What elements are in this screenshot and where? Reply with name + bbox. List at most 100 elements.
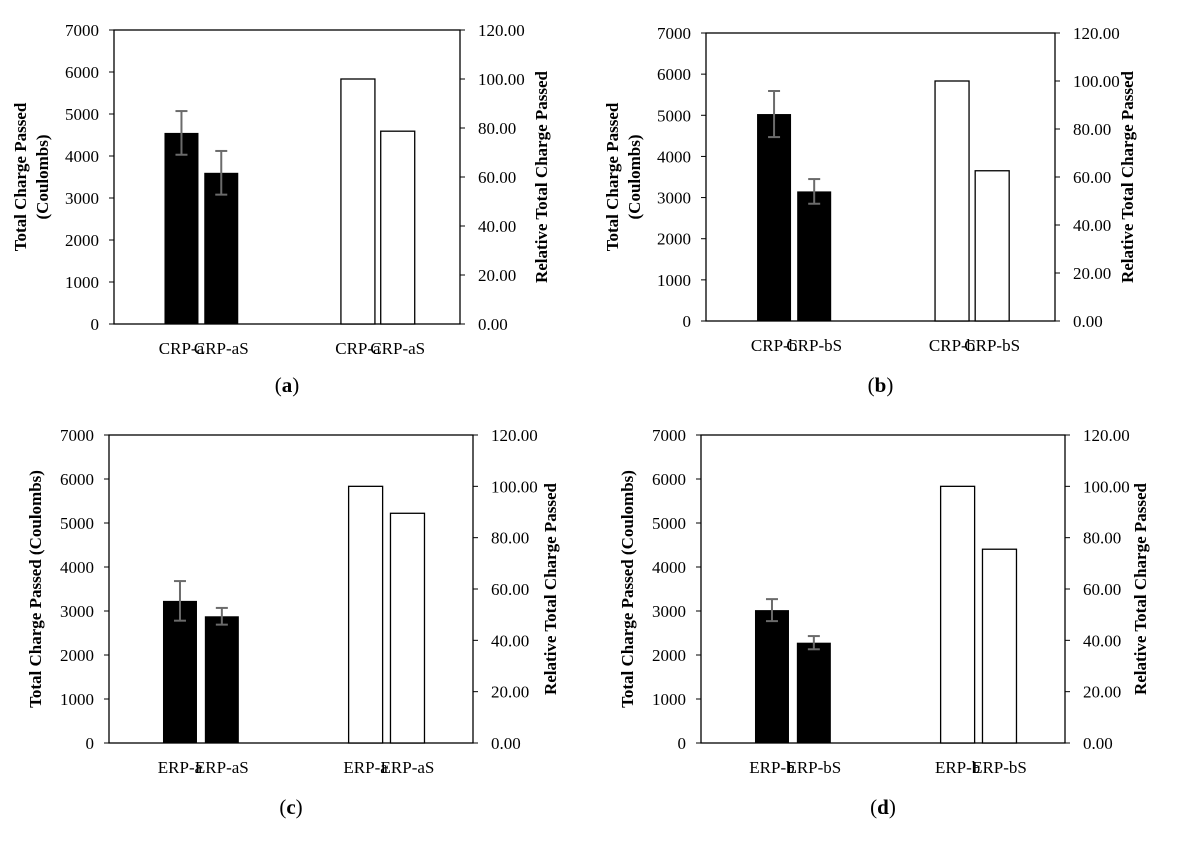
y2-tick-label: 100.00: [1083, 477, 1130, 496]
bar-relative-charge: [389, 512, 426, 744]
y2-tick-label: 60.00: [1083, 580, 1121, 599]
y-axis-title: Total Charge Passed (Coulombs): [26, 470, 45, 708]
bar-relative-charge: [974, 170, 1010, 322]
panel-caption: (d): [870, 795, 896, 819]
y2-tick-label: 0.00: [491, 734, 521, 753]
bar-relative-charge: [934, 80, 970, 322]
y-tick-label: 7000: [652, 426, 686, 445]
y-tick-label: 1000: [652, 690, 686, 709]
category-label: ERP-aS: [381, 758, 435, 777]
bar-relative-charge: [380, 130, 416, 325]
category-label: ERP-bS: [786, 758, 841, 777]
category-label: CRP-bS: [964, 336, 1020, 355]
chart-panel-d: 0 1000 2000 3000 4000 5000 6000 7000 0.00 20.00 40…: [618, 426, 1150, 819]
category-label: CRP-a: [159, 339, 205, 358]
y2-axis-title: Relative Total Charge Passed: [1118, 70, 1137, 283]
y2-tick-label: 100.00: [1073, 72, 1120, 91]
y2-axis-title: Relative Total Charge Passed: [541, 482, 560, 695]
y2-tick-label: 20.00: [478, 266, 516, 285]
y2-axis-title: Relative Total Charge Passed: [1131, 482, 1150, 695]
y2-tick-label: 40.00: [1083, 631, 1121, 650]
panel-caption: (b): [868, 373, 894, 397]
y-tick-label: 1000: [657, 271, 691, 290]
y-tick-label: 5000: [65, 105, 99, 124]
y2-tick-label: 20.00: [1083, 683, 1121, 702]
y2-tick-label: 120.00: [1073, 24, 1120, 43]
chart-panel-c: 0 1000 2000 3000 4000 5000 6000 7000 0.00 20.00 40…: [26, 426, 560, 819]
category-label: CRP-aS: [194, 339, 249, 358]
category-label: CRP-bS: [786, 336, 842, 355]
y-tick-label: 0: [86, 734, 95, 753]
category-label: CRP-aS: [370, 339, 425, 358]
y-tick-label: 5000: [60, 514, 94, 533]
y-axis-title: Total Charge Passed (Coulombs): [11, 102, 52, 251]
y-tick-label: 1000: [65, 273, 99, 292]
y-tick-label: 0: [91, 315, 100, 334]
y2-tick-label: 0.00: [478, 315, 508, 334]
y-tick-label: 0: [683, 312, 692, 331]
y-tick-label: 6000: [60, 470, 94, 489]
y-tick-label: 6000: [652, 470, 686, 489]
y-tick-label: 6000: [657, 65, 691, 84]
y-tick-label: 7000: [657, 24, 691, 43]
bar-relative-charge: [939, 485, 976, 744]
category-label: CRP-b: [751, 336, 797, 355]
category-label: ERP-a: [343, 758, 388, 777]
y2-tick-label: 0.00: [1073, 312, 1103, 331]
category-label: ERP-a: [158, 758, 203, 777]
bar-relative-charge: [981, 548, 1018, 744]
y-tick-label: 3000: [60, 602, 94, 621]
y-tick-label: 2000: [657, 230, 691, 249]
y-tick-label: 3000: [652, 602, 686, 621]
y-tick-label: 5000: [652, 514, 686, 533]
y2-tick-label: 100.00: [491, 477, 538, 496]
y2-tick-label: 60.00: [1073, 168, 1111, 187]
category-label: ERP-bS: [972, 758, 1027, 777]
y2-tick-label: 40.00: [478, 217, 516, 236]
y2-tick-label: 120.00: [1083, 426, 1130, 445]
bar-total-charge: [204, 172, 239, 324]
y2-tick-label: 80.00: [491, 529, 529, 548]
chart-panel-a: 0 1000 2000 3000 4000 5000 6000 7000 0.00 20.00 40…: [11, 21, 551, 397]
bar-total-charge: [162, 600, 197, 743]
y-tick-label: 7000: [65, 21, 99, 40]
category-label: ERP-b: [749, 758, 794, 777]
category-label: CRP-a: [335, 339, 381, 358]
category-label: CRP-b: [929, 336, 975, 355]
y2-tick-label: 60.00: [478, 168, 516, 187]
category-label: ERP-b: [935, 758, 980, 777]
y-axis-title: Total Charge Passed (Coulombs): [618, 470, 637, 708]
bar-relative-charge: [347, 485, 384, 744]
y-tick-label: 4000: [652, 558, 686, 577]
bar-total-charge: [757, 114, 792, 322]
y2-tick-label: 40.00: [1073, 216, 1111, 235]
panel-caption: (c): [279, 795, 302, 819]
y-axis-title: Total Charge Passed (Coulombs): [603, 102, 644, 251]
y2-tick-label: 60.00: [491, 580, 529, 599]
y-tick-label: 2000: [60, 646, 94, 665]
y2-tick-label: 40.00: [491, 631, 529, 650]
bar-relative-charge: [340, 78, 376, 325]
bar-total-charge: [164, 132, 199, 324]
y-tick-label: 3000: [657, 189, 691, 208]
y2-tick-label: 80.00: [1073, 120, 1111, 139]
category-label: ERP-aS: [195, 758, 249, 777]
y-tick-label: 4000: [657, 147, 691, 166]
y-tick-label: 6000: [65, 63, 99, 82]
y-tick-label: 0: [678, 734, 687, 753]
y-tick-label: 7000: [60, 426, 94, 445]
y-tick-label: 2000: [65, 231, 99, 250]
y-tick-label: 1000: [60, 690, 94, 709]
y2-tick-label: 120.00: [491, 426, 538, 445]
y2-tick-label: 100.00: [478, 70, 525, 89]
y-tick-label: 2000: [652, 646, 686, 665]
chart-panel-b: 0 1000 2000 3000 4000 5000 6000 7000 0.00 20.00 40…: [603, 24, 1137, 397]
bar-total-charge: [796, 642, 831, 743]
bar-total-charge: [797, 191, 832, 321]
y2-tick-label: 20.00: [1073, 264, 1111, 283]
bar-total-charge: [204, 616, 239, 743]
bar-total-charge: [754, 610, 789, 743]
y-tick-label: 3000: [65, 189, 99, 208]
y2-tick-label: 20.00: [491, 683, 529, 702]
